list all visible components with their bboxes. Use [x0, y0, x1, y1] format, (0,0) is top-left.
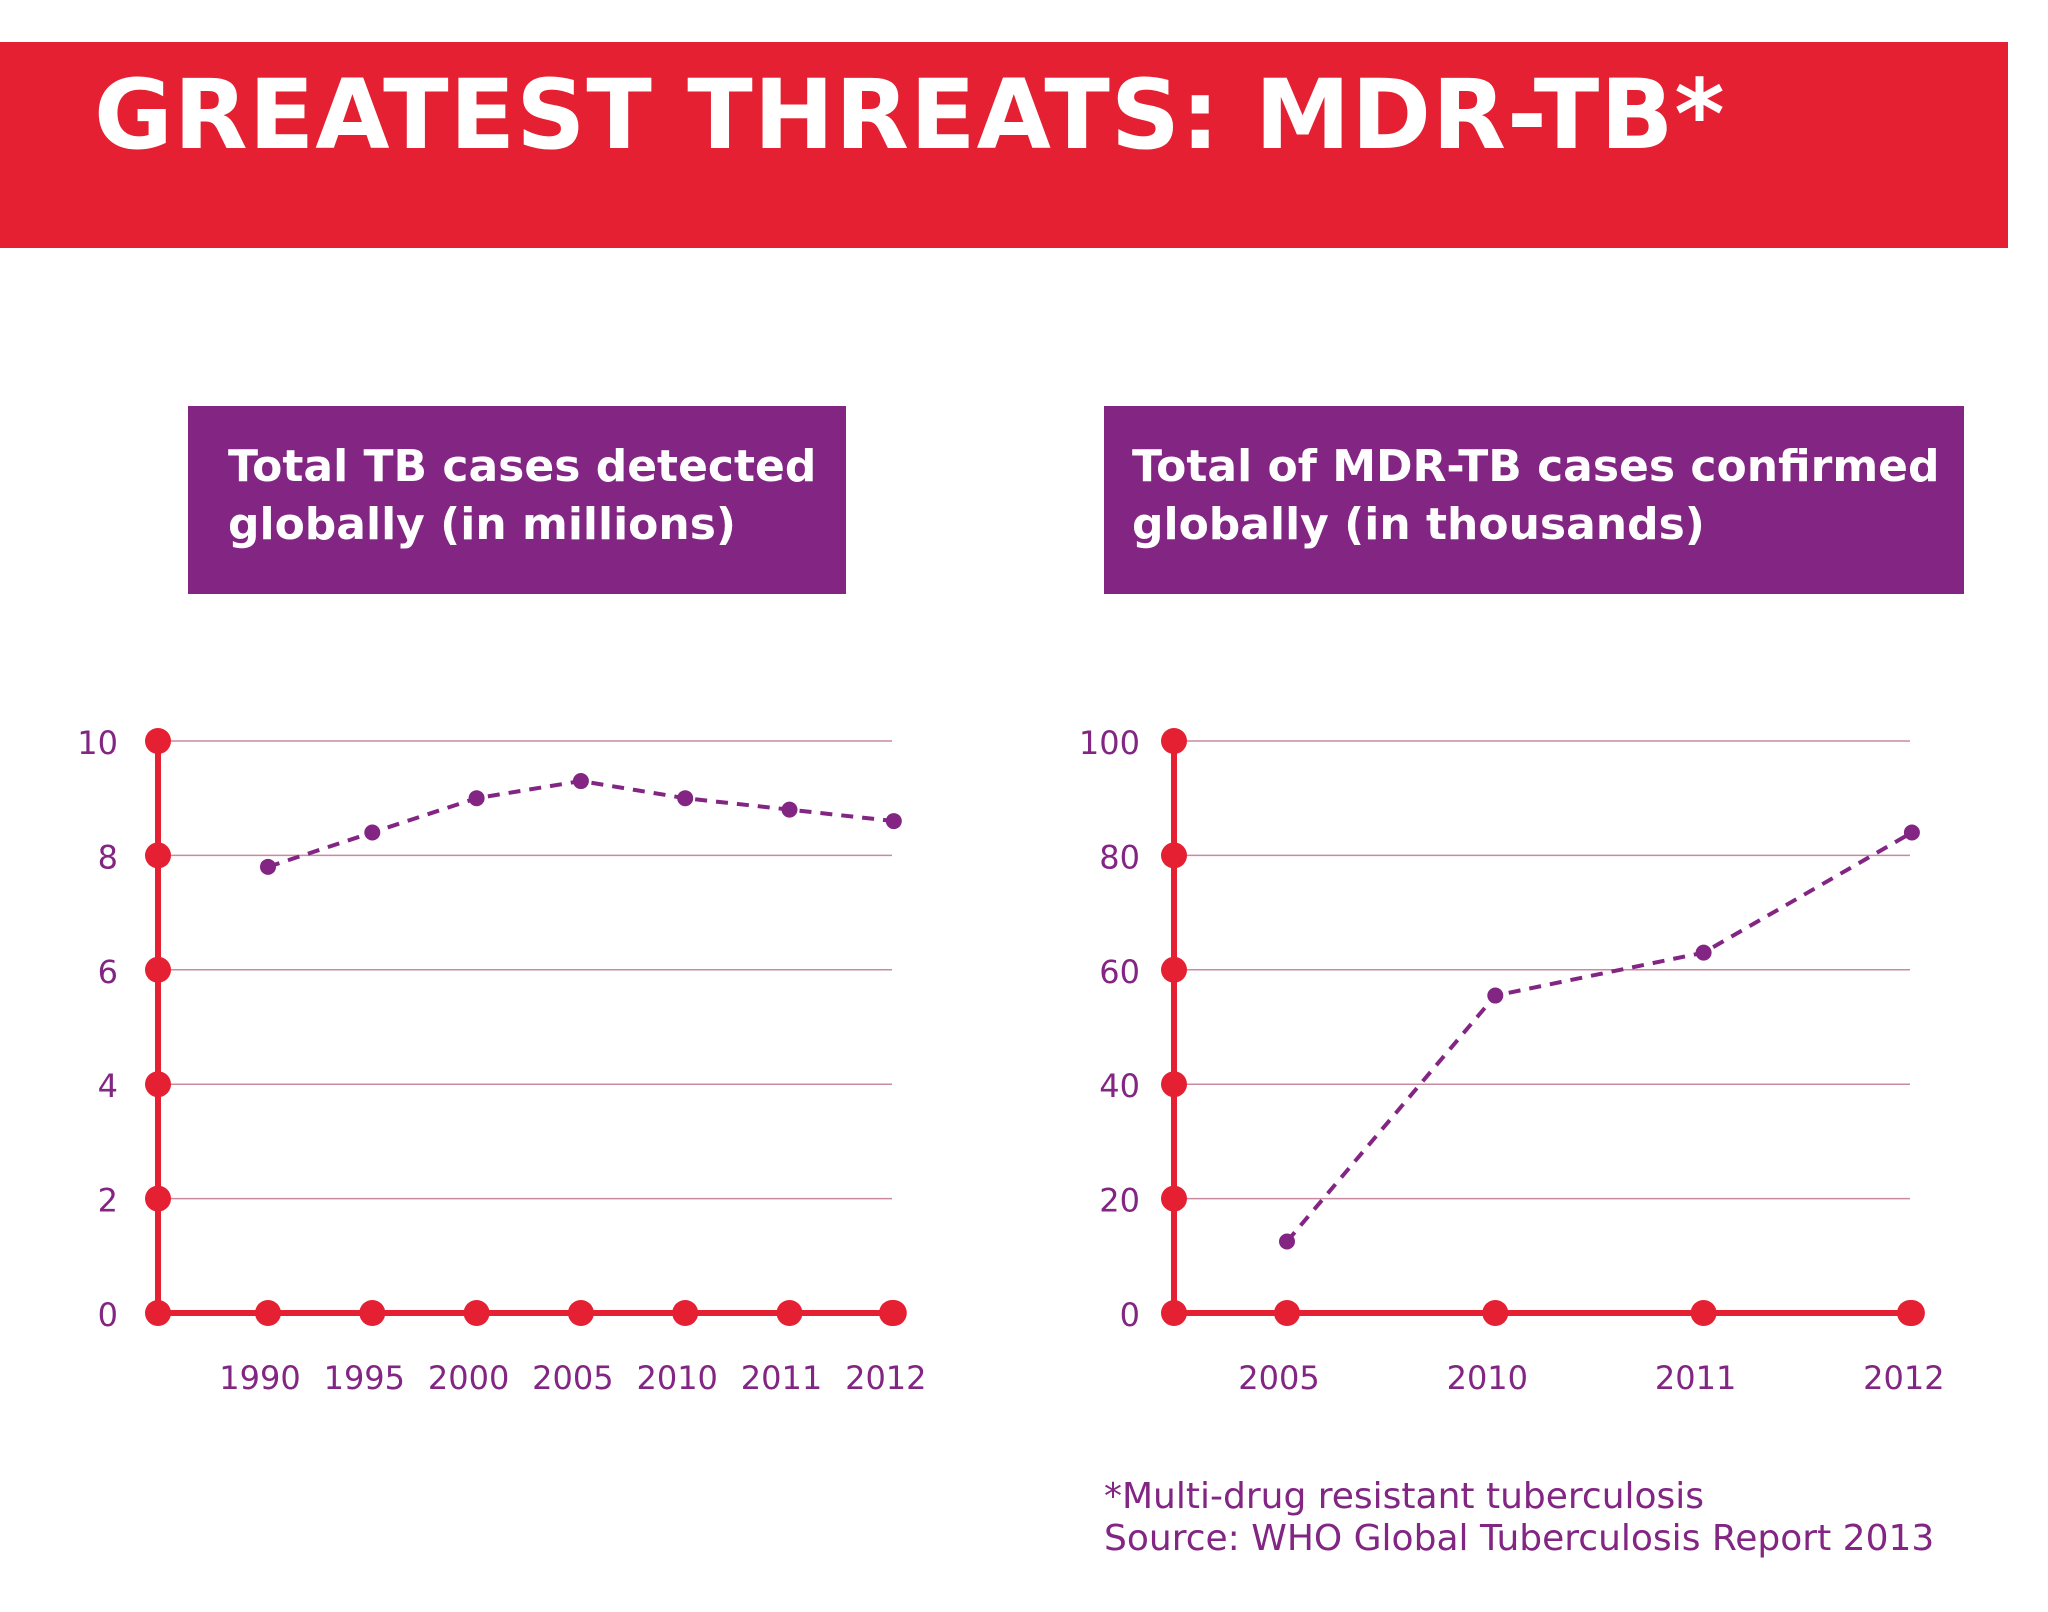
mdr-tb-ytick-label: 20	[1099, 1182, 1140, 1220]
tb-cases-x-axis-dot	[672, 1300, 699, 1326]
tb-cases-ytick-label: 6	[98, 953, 118, 991]
header-banner	[0, 42, 2008, 248]
tb-cases-data-point	[468, 790, 485, 807]
mdr-tb-data-point	[1695, 944, 1712, 961]
tb-cases-xtick-label: 2000	[428, 1359, 509, 1397]
tb-cases-x-axis-dot	[567, 1300, 594, 1326]
tb-cases-xtick-label: 2005	[532, 1359, 613, 1397]
tb-cases-x-axis-dot	[463, 1300, 490, 1326]
tb-cases-data-point	[677, 790, 694, 807]
mdr-tb-y-axis-dot	[1161, 728, 1187, 754]
mdr-tb-ytick-label: 40	[1099, 1067, 1140, 1105]
tb-cases-data-point	[364, 824, 381, 841]
mdr-tb-x-axis-end-dot	[1897, 1300, 1923, 1326]
mdr-tb-ytick-label: 80	[1099, 838, 1140, 876]
mdr-tb-xtick-label: 2005	[1238, 1359, 1319, 1397]
mdr-tb-y-axis-dot	[1161, 956, 1187, 983]
tb-cases-series-line	[267, 779, 895, 869]
mdr-tb-xtick-label: 2012	[1863, 1359, 1944, 1397]
mdr-tb-xtick-label: 2010	[1447, 1359, 1528, 1397]
chart-title-tb-cases: Total TB cases detected globally (in mil…	[228, 441, 817, 550]
mdr-tb-xtick-label: 2011	[1655, 1359, 1736, 1397]
mdr-tb-ytick-label: 0	[1120, 1296, 1140, 1334]
tb-cases-xtick-label: 2010	[636, 1359, 717, 1397]
tb-cases-xtick-label: 1990	[219, 1359, 300, 1397]
tb-cases-data-point	[260, 858, 276, 875]
mdr-tb-y-axis-dot	[1161, 842, 1187, 869]
tb-cases-ytick-label: 4	[98, 1067, 118, 1105]
tb-cases-ytick-label: 10	[77, 724, 118, 762]
tb-cases-xtick-label: 2011	[741, 1359, 822, 1397]
footnote-source: Source: WHO Global Tuberculosis Report 2…	[1104, 1518, 1935, 1559]
tb-cases-x-axis-end-dot	[879, 1300, 905, 1326]
tb-cases-x-axis-dot	[255, 1300, 281, 1326]
mdr-tb-y-axis-dot	[1161, 1300, 1187, 1326]
tb-cases-data-point	[572, 773, 589, 790]
tb-cases-y-axis-dot	[145, 728, 171, 754]
mdr-tb-y-axis-dot	[1161, 1071, 1187, 1098]
mdr-tb-data-point	[1487, 987, 1504, 1004]
tb-cases-y-axis-dot	[145, 1185, 171, 1212]
page-title: GREATEST THREATS: MDR-TB*	[94, 59, 1726, 171]
tb-cases-ytick-label: 8	[98, 838, 118, 876]
tb-cases-x-axis-dot	[359, 1300, 386, 1326]
mdr-tb-y-axis-dot	[1161, 1185, 1187, 1212]
tb-cases-y-axis-dot	[145, 1300, 171, 1326]
tb-cases-xtick-label: 2012	[845, 1359, 926, 1397]
mdr-tb-ytick-label: 60	[1099, 953, 1140, 991]
tb-cases-y-axis-dot	[145, 1071, 171, 1098]
mdr-tb-data-point	[1903, 824, 1920, 841]
tb-cases-y-axis-dot	[145, 842, 171, 869]
chart-title-box-mdr-tb: Total of MDR-TB cases confirmed globally…	[1104, 406, 1964, 594]
tb-cases-data-point	[781, 801, 798, 818]
tb-cases-ytick-label: 0	[98, 1296, 118, 1334]
tb-cases-y-axis-dot	[145, 956, 171, 983]
chart-title-mdr-tb: Total of MDR-TB cases confirmed globally…	[1132, 441, 1940, 550]
mdr-tb-series-line	[1285, 830, 1913, 1243]
mdr-tb-data-point	[1279, 1233, 1295, 1250]
footnote-definition: *Multi-drug resistant tuberculosis	[1104, 1476, 1705, 1517]
mdr-tb-x-axis-dot	[1690, 1300, 1717, 1326]
tb-cases-ytick-label: 2	[98, 1182, 118, 1220]
mdr-tb-ytick-label: 100	[1079, 724, 1140, 762]
footnote: *Multi-drug resistant tuberculosis Sourc…	[1104, 1476, 1934, 1560]
tb-cases-xtick-label: 1995	[324, 1359, 405, 1397]
mdr-tb-x-axis-dot	[1274, 1300, 1300, 1326]
tb-cases-x-axis-dot	[776, 1300, 803, 1326]
chart-title-box-tb-cases: Total TB cases detected globally (in mil…	[188, 406, 846, 594]
tb-cases-data-point	[885, 813, 902, 830]
mdr-tb-x-axis-dot	[1482, 1300, 1509, 1326]
